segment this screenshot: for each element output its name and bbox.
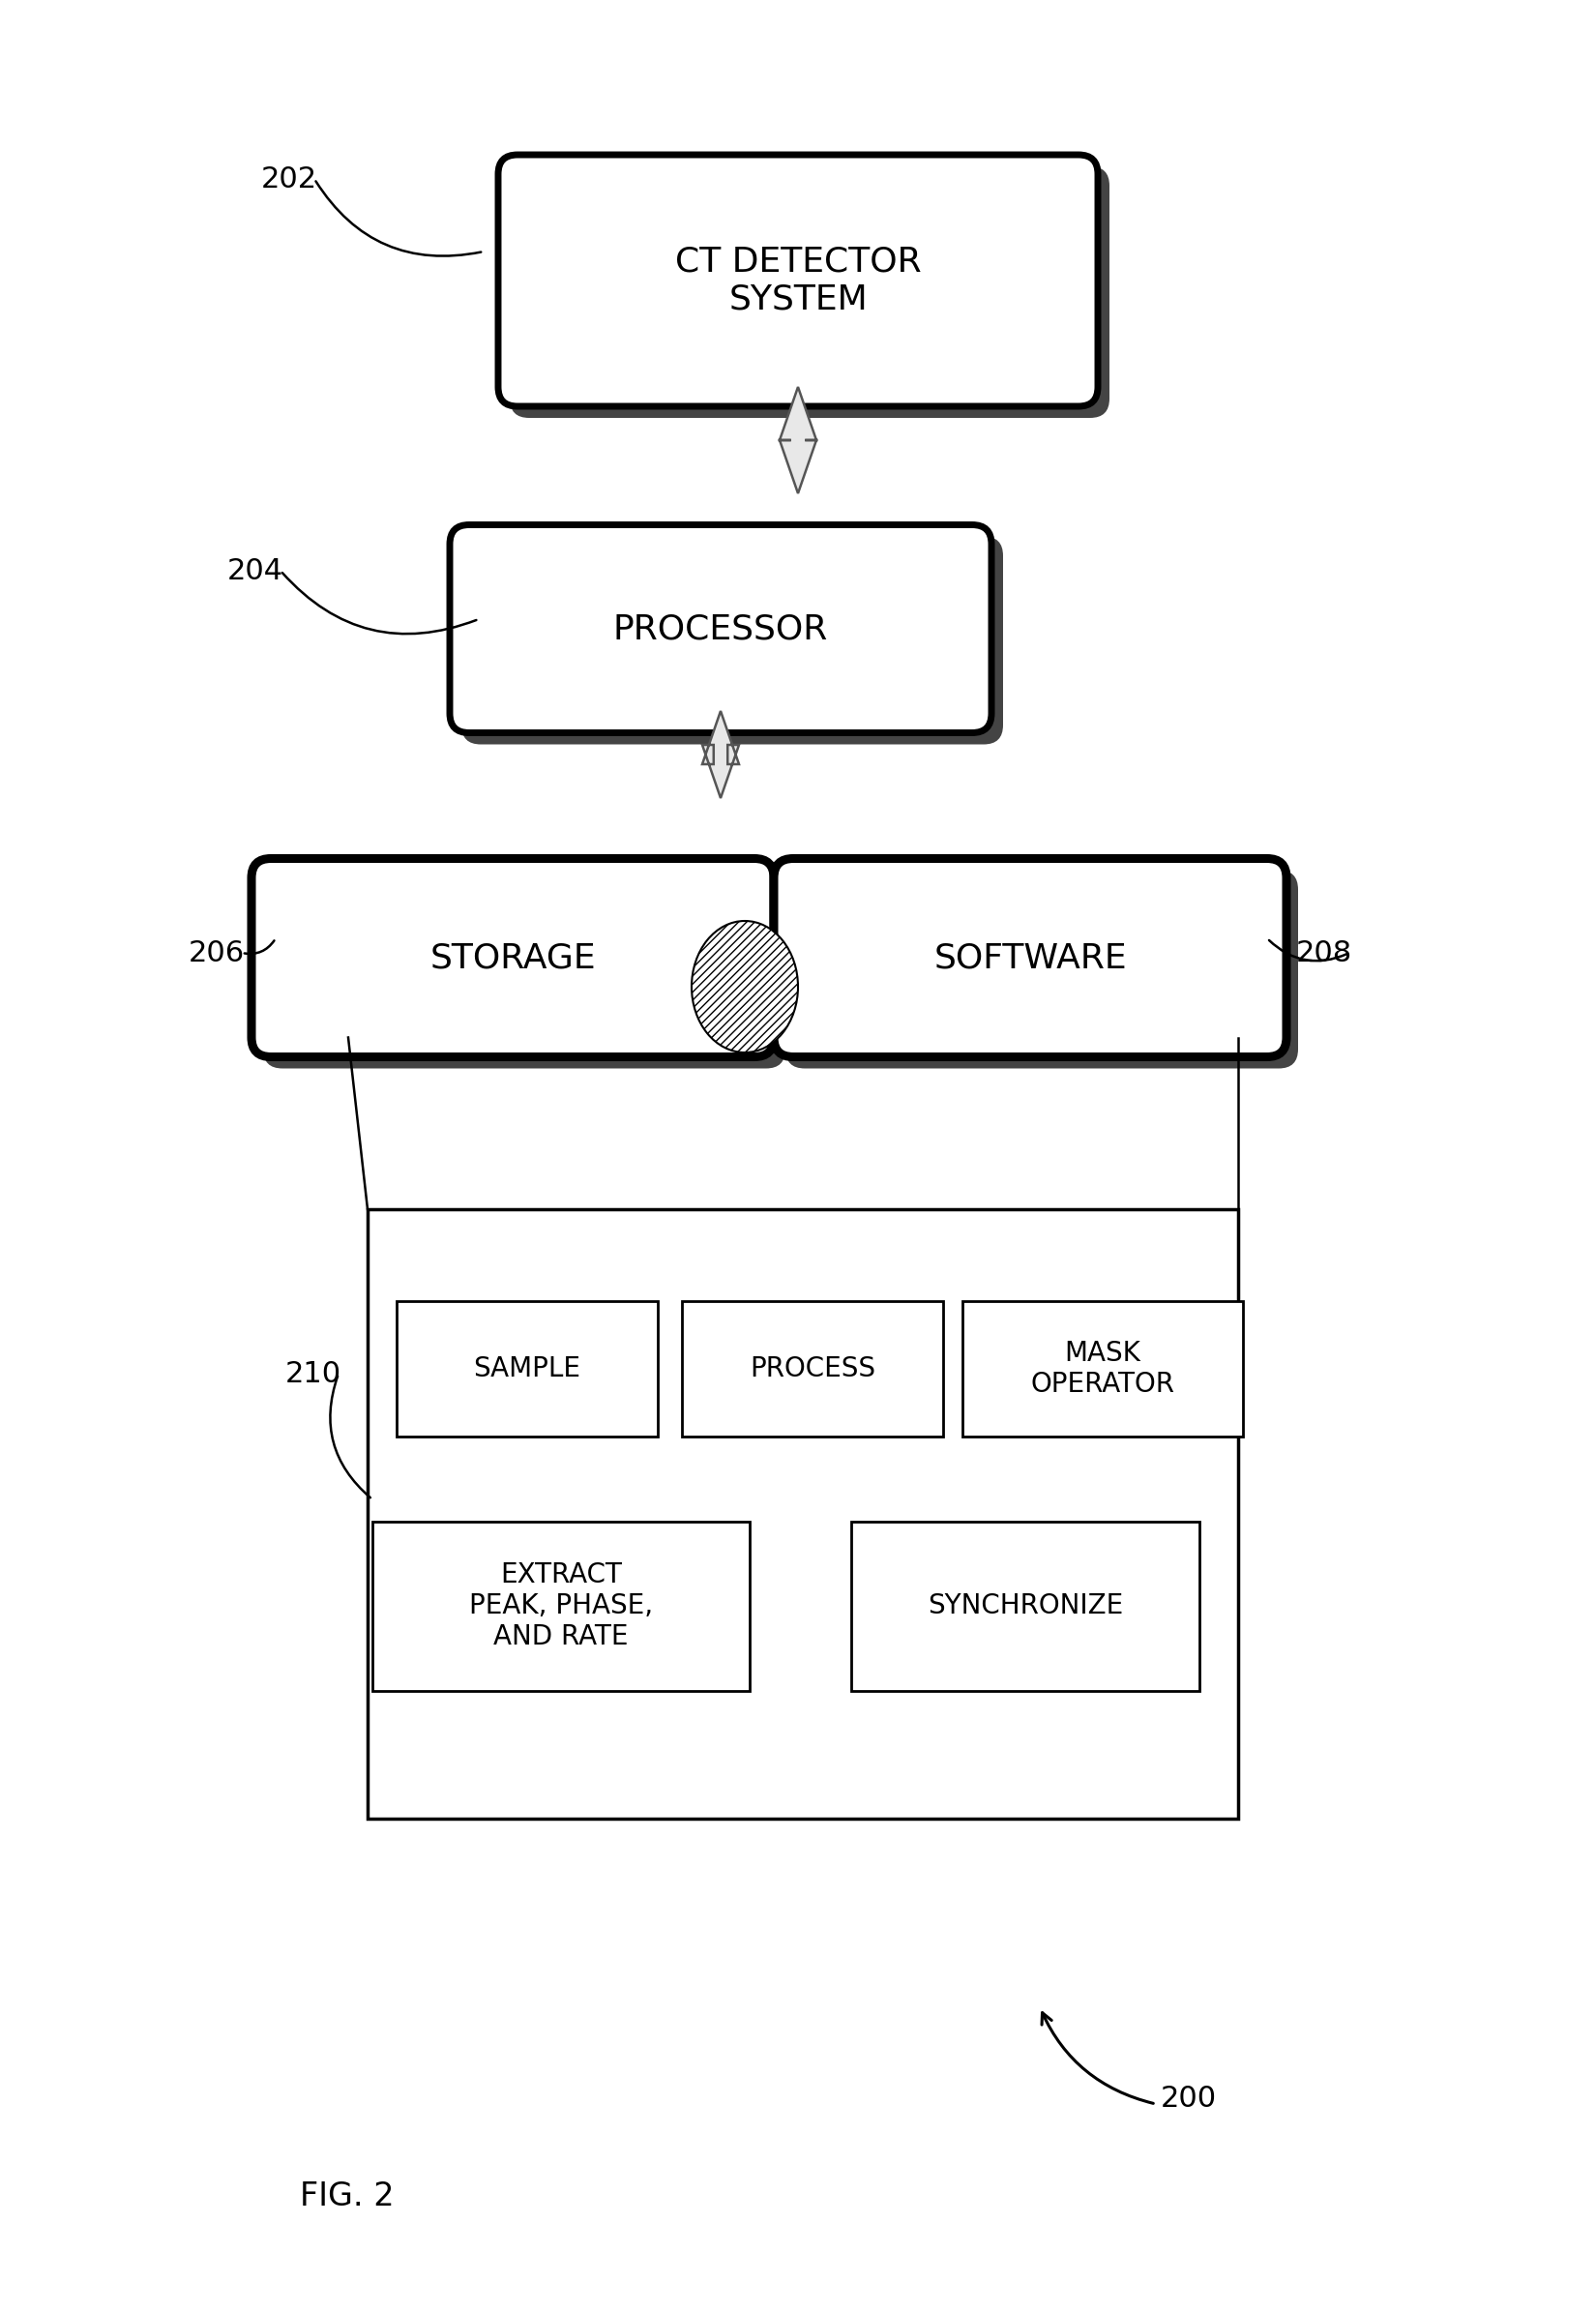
Text: 204: 204	[227, 557, 284, 585]
Bar	[396, 1302, 658, 1436]
FancyBboxPatch shape	[461, 536, 1002, 744]
FancyBboxPatch shape	[263, 869, 785, 1068]
FancyBboxPatch shape	[450, 525, 991, 733]
Bar	[962, 1302, 1243, 1436]
Text: 208: 208	[1296, 939, 1352, 966]
Polygon shape	[779, 386, 817, 492]
Bar	[851, 1521, 1200, 1690]
Text: CT DETECTOR
SYSTEM: CT DETECTOR SYSTEM	[675, 245, 921, 317]
Bar	[681, 1302, 943, 1436]
Ellipse shape	[691, 920, 798, 1052]
Text: EXTRACT
PEAK, PHASE,
AND RATE: EXTRACT PEAK, PHASE, AND RATE	[469, 1561, 653, 1651]
Bar	[367, 1209, 1238, 1820]
FancyBboxPatch shape	[774, 858, 1286, 1057]
FancyBboxPatch shape	[498, 155, 1098, 407]
FancyBboxPatch shape	[785, 869, 1298, 1068]
Text: SAMPLE: SAMPLE	[474, 1355, 581, 1383]
Text: 206: 206	[188, 939, 244, 966]
Text: SYNCHRONIZE: SYNCHRONIZE	[927, 1593, 1124, 1618]
Bar	[372, 1521, 750, 1690]
Text: STORAGE: STORAGE	[429, 941, 595, 973]
Text: 210: 210	[286, 1359, 342, 1387]
Text: PROCESSOR: PROCESSOR	[613, 613, 828, 645]
Text: MASK
OPERATOR: MASK OPERATOR	[1031, 1339, 1175, 1399]
Text: SOFTWARE: SOFTWARE	[934, 941, 1127, 973]
Text: PROCESS: PROCESS	[750, 1355, 875, 1383]
FancyBboxPatch shape	[509, 166, 1109, 418]
Text: 202: 202	[262, 164, 318, 192]
FancyBboxPatch shape	[252, 858, 774, 1057]
Polygon shape	[702, 712, 739, 798]
Text: 200: 200	[1160, 2085, 1216, 2113]
Text: FIG. 2: FIG. 2	[300, 2180, 394, 2213]
